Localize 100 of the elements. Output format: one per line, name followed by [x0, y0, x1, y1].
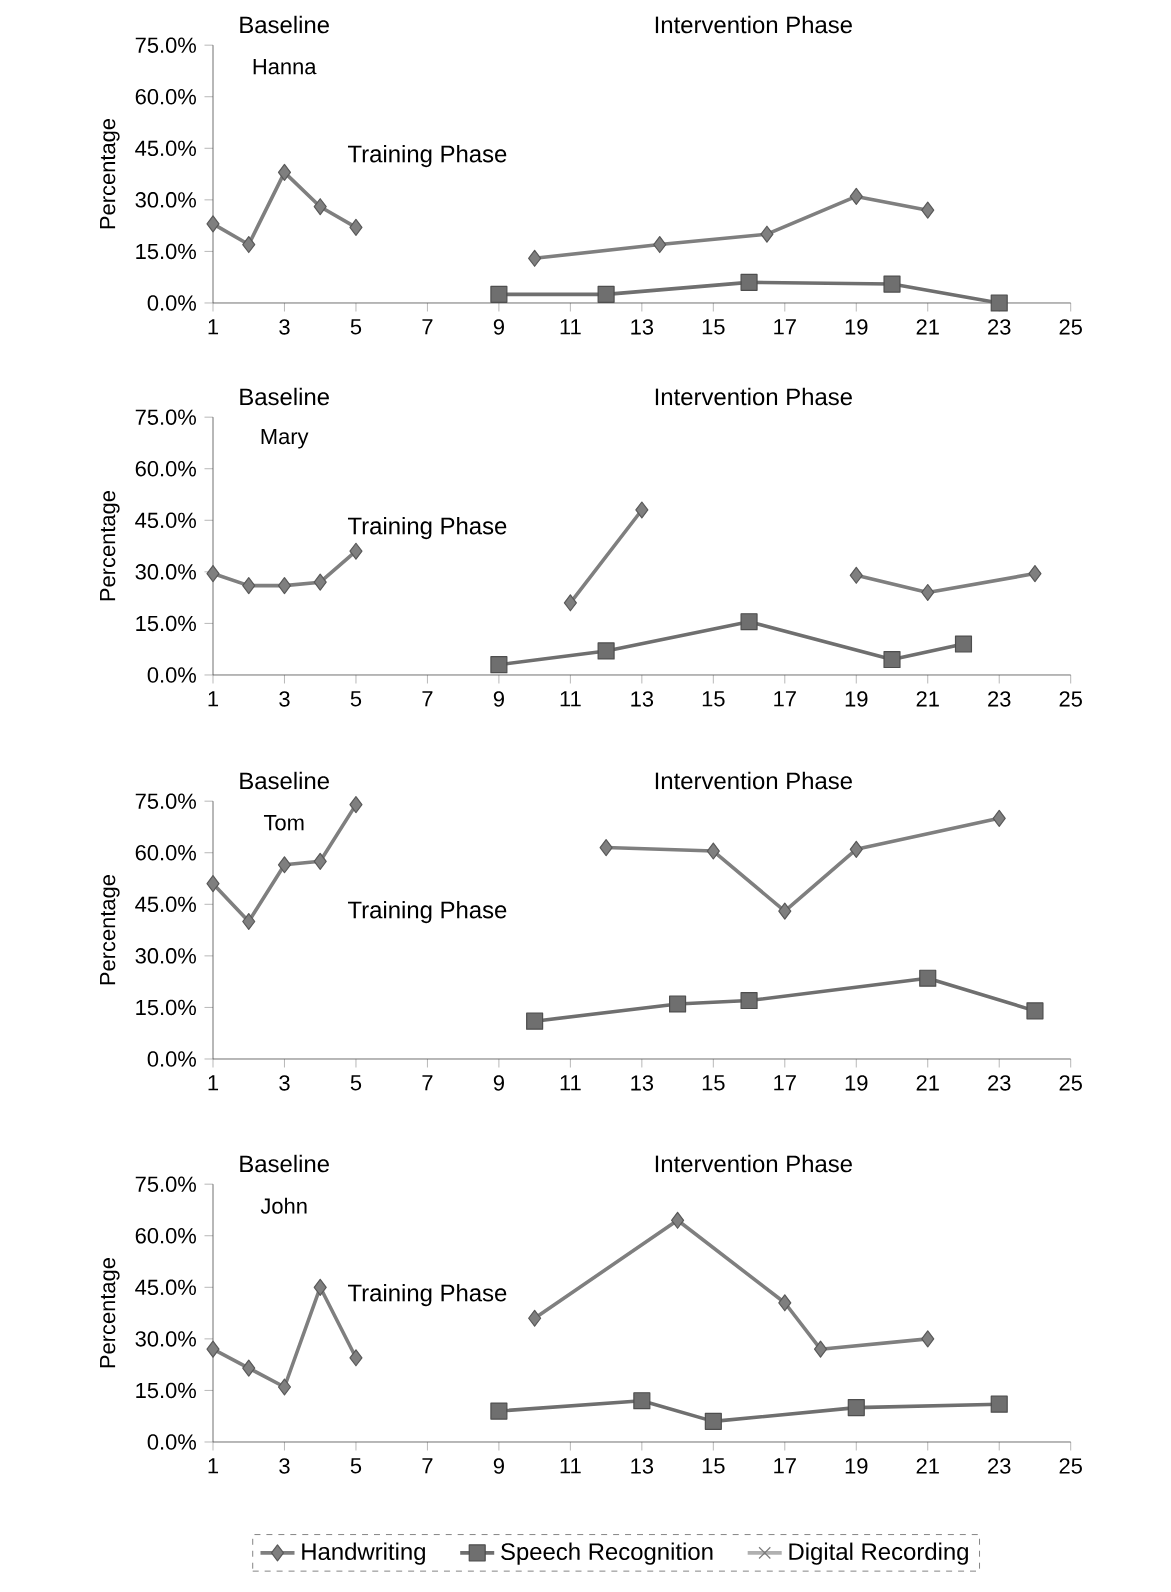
x-tick-label: 1: [208, 691, 219, 707]
point: [242, 1359, 256, 1377]
x-tick-label: 25: [1059, 1075, 1082, 1091]
x-tick-label: 25: [1059, 319, 1082, 335]
text: Baseline: [240, 771, 329, 790]
x-tick-label: 25: [1059, 1458, 1082, 1474]
y-tick-label: 15.0%: [136, 1382, 196, 1399]
point: [490, 1402, 508, 1420]
point: [490, 656, 508, 674]
point: [1028, 565, 1042, 583]
point: [849, 840, 863, 858]
y-tick-label: 30.0%: [135, 564, 196, 580]
x-tick-label: 9: [493, 1075, 504, 1091]
x-tick-label: 17: [774, 319, 796, 335]
legend-label: Handwriting: [302, 1542, 425, 1565]
point: [760, 225, 774, 243]
point: [921, 201, 935, 219]
point: [954, 635, 973, 653]
point: [740, 273, 758, 291]
point: [847, 1399, 865, 1417]
x-tick-label: 7: [422, 691, 433, 707]
x-tick-label: 21: [916, 1458, 939, 1474]
point: [883, 650, 901, 669]
x-tick-label: 9: [493, 319, 504, 335]
y-tick-label: 75.0%: [135, 1176, 196, 1192]
text: Baseline: [240, 387, 329, 406]
point: [813, 1340, 828, 1358]
point: [206, 875, 220, 893]
point: [599, 839, 613, 857]
point: [740, 613, 758, 631]
x-tick-label: 5: [350, 1075, 362, 1091]
x-tick-label: 19: [845, 691, 868, 707]
x-tick-label: 19: [845, 1458, 868, 1474]
x-tick-label: 21: [916, 1075, 939, 1091]
point: [921, 1330, 935, 1348]
y-tick-label: 0.0%: [147, 1051, 196, 1067]
point: [671, 1211, 685, 1229]
point: [778, 1294, 792, 1312]
x-tick-label: 1: [208, 319, 219, 335]
chart-title: Mary: [261, 428, 309, 449]
point: [277, 163, 292, 181]
point: [921, 583, 935, 602]
x-tick-label: 7: [422, 1075, 433, 1091]
y-tick-label: 60.0%: [135, 460, 196, 477]
point: [990, 1395, 1008, 1413]
point: [704, 1412, 722, 1430]
point: [740, 991, 758, 1010]
x-tick-label: 25: [1059, 691, 1082, 707]
point: [1026, 1002, 1044, 1020]
x-tick-label: 15: [702, 1075, 725, 1091]
point: [277, 577, 292, 595]
y-tick-label: 60.0%: [135, 88, 196, 105]
x-tick-label: 21: [916, 691, 939, 707]
x-tick-label: 13: [631, 1075, 654, 1091]
y-tick-label: 45.0%: [135, 896, 196, 913]
x-tick-label: 17: [774, 1458, 796, 1474]
legend-label: Speech Recognition: [501, 1542, 713, 1565]
x-tick-label: 11: [560, 1458, 581, 1474]
y-tick-label: 0.0%: [147, 295, 196, 311]
point: [313, 1278, 327, 1296]
x-tick-label: 7: [422, 319, 433, 335]
y-tick-label: 0.0%: [147, 667, 196, 683]
point: [849, 566, 863, 584]
x-tick-label: 11: [560, 1075, 581, 1091]
point: [313, 198, 327, 216]
y-tick-label: 30.0%: [135, 1331, 196, 1347]
point: [206, 215, 220, 233]
point: [597, 285, 615, 303]
y-tick-label: 30.0%: [135, 948, 196, 964]
point: [778, 902, 792, 920]
x-tick-label: 1: [208, 1458, 219, 1474]
y-tick-label: 75.0%: [135, 793, 196, 809]
y-tick-label: 30.0%: [135, 192, 196, 208]
point: [313, 852, 327, 870]
point: [313, 573, 327, 591]
y-tick-label: 60.0%: [135, 1228, 196, 1244]
x-tick-label: 9: [493, 1458, 504, 1474]
legend-label: Digital Recording: [789, 1542, 968, 1565]
point: [242, 912, 256, 931]
x-tick-label: 15: [702, 319, 725, 335]
x-tick-label: 23: [988, 691, 1011, 707]
text: Intervention Phase: [655, 387, 852, 406]
y-tick-label: 45.0%: [135, 512, 196, 529]
point: [528, 1309, 542, 1327]
x-tick-label: 3: [279, 1075, 290, 1091]
x-tick-label: 5: [350, 319, 362, 335]
text: Intervention Phase: [655, 771, 852, 790]
y-tick-label: 15.0%: [136, 999, 196, 1016]
x-tick-label: 3: [279, 691, 290, 707]
y-axis-title: Percentage: [100, 875, 120, 985]
y-tick-label: 15.0%: [136, 615, 196, 632]
point: [349, 542, 363, 560]
point: [526, 1012, 544, 1030]
x-tick-label: 13: [631, 319, 654, 335]
x-tick-label: 3: [279, 1458, 290, 1474]
point: [277, 856, 292, 874]
point: [563, 594, 577, 612]
x-tick-label: 23: [988, 319, 1011, 335]
x-tick-label: 13: [631, 1458, 654, 1474]
x-tick-label: 19: [845, 319, 868, 335]
